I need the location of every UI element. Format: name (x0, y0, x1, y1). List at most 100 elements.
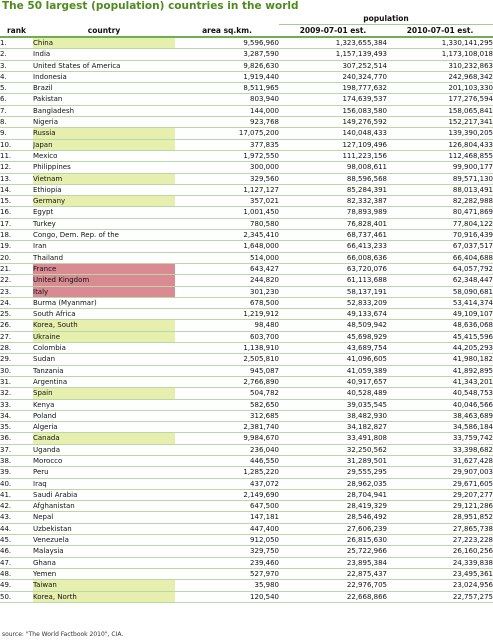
table-row: 32. Spain 504,782 40,528,489 40,548,753 (0, 387, 493, 400)
country-cell: Bangladesh (33, 105, 175, 118)
est-2009-cell: 1,157,139,493 (279, 48, 387, 61)
est-2010-cell: 24,339,838 (387, 557, 493, 569)
est-2010-cell: 31,627,428 (387, 455, 493, 468)
est-2010-cell: 41,892,895 (387, 365, 493, 377)
rank-cell: 9. (0, 127, 33, 140)
table-row: 17. Turkey 780,580 76,828,401 77,804,122 (0, 218, 493, 231)
table-row: 44. Uzbekistan 447,400 27,606,239 27,865,738 (0, 523, 493, 536)
est-2009-cell: 240,324,770 (279, 71, 387, 84)
country-cell: Colombia (33, 342, 175, 355)
rank-cell: 16. (0, 206, 33, 219)
country-cell: India (33, 48, 175, 61)
est-2010-cell: 22,757,275 (387, 591, 493, 603)
rank-cell: 43. (0, 511, 33, 524)
country-cell: Korea, North (33, 591, 175, 603)
est-2009-cell: 52,833,209 (279, 297, 387, 310)
area-cell: 301,230 (175, 286, 279, 298)
table-row: 39. Peru 1,285,220 29,555,295 29,907,003 (0, 466, 493, 479)
table-row: 5. Brazil 8,511,965 198,777,632 201,103,330 (0, 82, 493, 95)
est-2009-cell: 66,008,636 (279, 252, 387, 264)
country-cell: Uzbekistan (33, 523, 175, 536)
est-2010-cell: 82,282,988 (387, 195, 493, 208)
area-cell: 2,345,410 (175, 229, 279, 242)
rank-cell: 22. (0, 274, 33, 287)
area-cell: 312,685 (175, 410, 279, 423)
country-cell: Morocco (33, 455, 175, 468)
area-cell: 1,285,220 (175, 466, 279, 479)
country-cell: Sudan (33, 353, 175, 366)
est-2010-cell: 40,046,566 (387, 399, 493, 411)
table-row: 19. Iran 1,648,000 66,413,233 67,037,517 (0, 240, 493, 253)
est-2009-cell: 29,555,295 (279, 466, 387, 479)
country-cell: Indonesia (33, 71, 175, 84)
est-2009-cell: 40,528,489 (279, 387, 387, 400)
est-2010-cell: 26,160,256 (387, 545, 493, 558)
est-2010-cell: 77,804,122 (387, 218, 493, 231)
area-cell: 239,460 (175, 557, 279, 569)
area-cell: 1,219,912 (175, 308, 279, 321)
est-2009-cell: 1,323,655,384 (279, 37, 387, 50)
est-2009-cell: 28,704,941 (279, 489, 387, 502)
area-cell: 17,075,200 (175, 127, 279, 140)
country-cell: Korea, South (33, 319, 175, 332)
rank-cell: 40. (0, 478, 33, 490)
rank-cell: 14. (0, 184, 33, 197)
est-2009-cell: 38,482,930 (279, 410, 387, 423)
est-2010-cell: 29,671,605 (387, 478, 493, 490)
est-2010-cell: 70,916,439 (387, 229, 493, 242)
est-2010-cell: 62,348,447 (387, 274, 493, 287)
table-row: 18. Congo, Dem. Rep. of the 2,345,410 68,73… (0, 229, 493, 242)
rank-cell: 30. (0, 365, 33, 377)
country-cell: Ethiopia (33, 184, 175, 197)
rank-cell: 41. (0, 489, 33, 502)
est-2010-cell: 1,330,141,295 (387, 37, 493, 50)
country-cell: China (33, 37, 175, 50)
table-row: 27. Ukraine 603,700 45,698,929 45,415,596 (0, 331, 493, 344)
est-2010-cell: 201,103,330 (387, 82, 493, 95)
est-2009-cell: 82,332,387 (279, 195, 387, 208)
est-2009-cell: 31,289,501 (279, 455, 387, 468)
country-cell: Iran (33, 240, 175, 253)
country-cell: Spain (33, 387, 175, 400)
area-cell: 300,000 (175, 161, 279, 174)
header-est-2009: 2009-07-01 est. (279, 24, 387, 38)
header-rank: rank (0, 24, 33, 38)
est-2009-cell: 63,720,076 (279, 263, 387, 276)
area-cell: 98,480 (175, 319, 279, 332)
area-cell: 504,782 (175, 387, 279, 400)
rank-cell: 35. (0, 421, 33, 434)
est-2009-cell: 61,113,688 (279, 274, 387, 287)
est-2010-cell: 33,398,682 (387, 444, 493, 456)
est-2010-cell: 27,223,228 (387, 534, 493, 547)
country-cell: Ukraine (33, 331, 175, 344)
est-2009-cell: 111,223,156 (279, 150, 387, 163)
est-2009-cell: 28,419,329 (279, 500, 387, 513)
table-row: 50. Korea, North 120,540 22,668,866 22,757,2… (0, 591, 493, 603)
header-group-row: population (0, 13, 493, 25)
est-2010-cell: 49,109,107 (387, 308, 493, 321)
est-2010-cell: 139,390,205 (387, 127, 493, 140)
est-2010-cell: 112,468,855 (387, 150, 493, 163)
est-2010-cell: 28,951,852 (387, 511, 493, 524)
country-cell: Burma (Myanmar) (33, 297, 175, 310)
table-row: 45. Venezuela 912,050 26,815,630 27,223,228 (0, 534, 493, 547)
table-row: 48. Yemen 527,970 22,875,437 23,495,361 (0, 568, 493, 581)
area-cell: 437,072 (175, 478, 279, 490)
est-2010-cell: 38,463,689 (387, 410, 493, 423)
rank-cell: 3. (0, 60, 33, 72)
area-cell: 35,980 (175, 579, 279, 592)
rank-cell: 50. (0, 591, 33, 603)
est-2010-cell: 44,205,293 (387, 342, 493, 355)
country-cell: Peru (33, 466, 175, 479)
est-2009-cell: 22,976,705 (279, 579, 387, 592)
area-cell: 9,826,630 (175, 60, 279, 72)
table-row: 10. Japan 377,835 127,109,496 126,804,433 (0, 139, 493, 151)
country-cell: Nepal (33, 511, 175, 524)
table-row: 36. Canada 9,984,670 33,491,808 33,759,742 (0, 432, 493, 445)
est-2010-cell: 88,013,491 (387, 184, 493, 197)
area-cell: 2,149,690 (175, 489, 279, 502)
area-cell: 357,021 (175, 195, 279, 208)
est-2009-cell: 23,895,384 (279, 557, 387, 569)
est-2009-cell: 25,722,966 (279, 545, 387, 558)
est-2009-cell: 34,182,827 (279, 421, 387, 434)
